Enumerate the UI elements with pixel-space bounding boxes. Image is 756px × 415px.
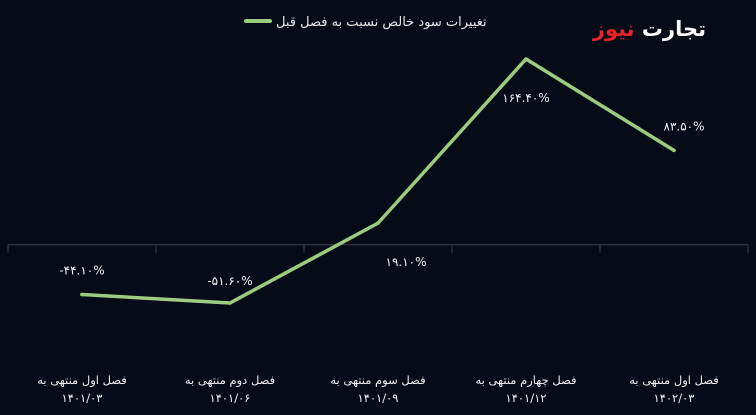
x-tick-label-1-line-2: ۱۴۰۱/۰۳ xyxy=(62,391,103,405)
data-label-5: ۸۳.۵۰% xyxy=(664,119,705,133)
data-point-5 xyxy=(672,148,676,153)
data-label-2: -۵۱.۶۰% xyxy=(207,274,252,288)
point-layer xyxy=(80,57,676,305)
data-point-2 xyxy=(228,301,232,305)
brand-logo: تجارت نیوز xyxy=(592,17,706,41)
x-tick-label-3-line-1: فصل سوم منتهی به xyxy=(330,373,425,388)
data-label-1: -۴۴.۱۰% xyxy=(59,264,104,278)
x-tick-layer: فصل اول منتهی به ۱۴۰۱/۰۳ فصل دوم منتهی به ۱… xyxy=(37,373,719,405)
data-label-4: ۱۶۴.۴۰% xyxy=(502,91,549,105)
x-tick-label-3-line-2: ۱۴۰۱/۰۹ xyxy=(358,391,399,405)
legend-label: تغییرات سود خالص نسبت به فصل قبل xyxy=(276,15,487,30)
grid-layer xyxy=(7,244,749,253)
data-point-1 xyxy=(80,292,84,297)
x-tick-label-4-line-2: ۱۴۰۱/۱۲ xyxy=(506,391,547,405)
data-label-layer: -۴۴.۱۰% -۵۱.۶۰% ۱۹.۱۰% ۱۶۴.۴۰% ۸۳.۵۰% xyxy=(59,91,704,288)
logo-text-accent: نیوز xyxy=(592,17,635,41)
data-point-3 xyxy=(376,221,380,225)
x-tick-label-5-line-2: ۱۴۰۲/۰۳ xyxy=(654,391,695,405)
x-tick-label-2-line-1: فصل دوم منتهی به xyxy=(185,373,275,388)
x-tick-label-4-line-1: فصل چهارم منتهی به xyxy=(475,373,576,388)
legend: تغییرات سود خالص نسبت به فصل قبل xyxy=(244,15,487,30)
data-point-4 xyxy=(524,57,528,61)
svg-text:تجارت نیوز: تجارت نیوز xyxy=(592,17,706,41)
x-tick-label-1-line-1: فصل اول منتهی به xyxy=(37,373,127,388)
data-label-3: ۱۹.۱۰% xyxy=(386,255,427,269)
logo-text-primary: تجارت xyxy=(642,17,706,41)
x-tick-label-5-line-1: فصل اول منتهی به xyxy=(629,373,719,388)
x-tick-label-2-line-2: ۱۴۰۱/۰۶ xyxy=(210,391,251,405)
